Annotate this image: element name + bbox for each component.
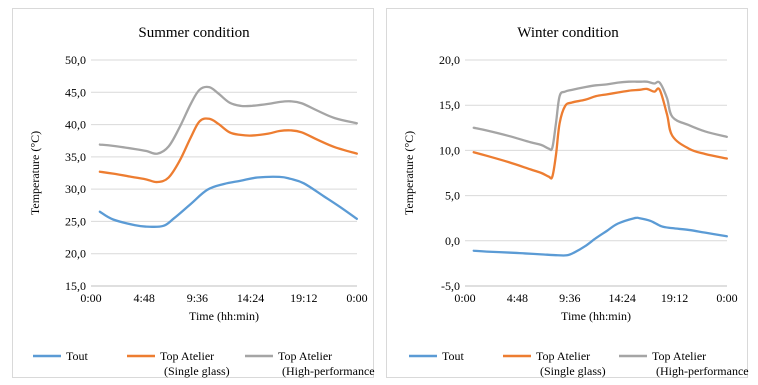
y-tick-label: 20,0 (439, 53, 460, 67)
y-tick-label: 0,0 (445, 234, 460, 248)
winter-chart-panel: Winter condition -5,0 0,0 5,0 10,0 15,0 20,0 0:… (386, 8, 749, 378)
legend-label-high: Top Atelier (652, 349, 706, 363)
y-tick-label: 50,0 (65, 53, 86, 67)
series-line-high (472, 80, 728, 152)
summer-chart-panel: Summer condition 15,0 20,0 25,0 30,0 35,0 40,0… (12, 8, 375, 378)
x-tick-label: 4:48 (507, 291, 528, 305)
winter-chart: Winter condition -5,0 0,0 5,0 10,0 15,0 20,0 0:… (402, 25, 749, 378)
x-tick-label: 0:00 (346, 291, 367, 305)
legend-label-single: Top Atelier (536, 349, 590, 363)
x-tick-label: 0:00 (716, 291, 737, 305)
legend-label-high: (High-performance) (282, 364, 375, 378)
y-tick-label: 15,0 (439, 98, 460, 112)
series-line-high (98, 85, 358, 155)
y-axis-label: Temperature (°C) (402, 131, 416, 215)
summer-chart: Summer condition 15,0 20,0 25,0 30,0 35,0 40,0… (28, 25, 375, 378)
y-tick-label: 25,0 (65, 214, 86, 228)
x-tick-label: 0:00 (454, 291, 475, 305)
y-axis-label: Temperature (°C) (28, 131, 42, 215)
series-line-single (472, 87, 728, 180)
x-tick-label: 19:12 (290, 291, 317, 305)
chart-title: Summer condition (138, 25, 250, 41)
legend-label-tout: Tout (442, 349, 464, 363)
x-axis-label: Time (hh:min) (561, 309, 631, 323)
legend-label-high: Top Atelier (278, 349, 332, 363)
y-tick-label: 45,0 (65, 85, 86, 99)
legend-label-high: (High-performance) (656, 364, 749, 378)
legend-label-single: (Single glass) (164, 364, 230, 378)
chart-title: Winter condition (517, 25, 619, 41)
series-line-tout (98, 175, 358, 229)
y-tick-label: 20,0 (65, 247, 86, 261)
x-tick-label: 4:48 (134, 291, 155, 305)
legend-label-single: Top Atelier (160, 349, 214, 363)
y-tick-label: 5,0 (445, 189, 460, 203)
y-tick-label: -5,0 (441, 279, 460, 293)
y-tick-label: 40,0 (65, 118, 86, 132)
x-tick-label: 19:12 (661, 291, 688, 305)
legend-label-tout: Tout (66, 349, 88, 363)
y-tick-label: 15,0 (65, 279, 86, 293)
x-axis-label: Time (hh:min) (189, 309, 259, 323)
series-line-tout (472, 216, 728, 257)
series-line-single (98, 117, 358, 184)
y-tick-label: 10,0 (439, 143, 460, 157)
y-tick-label: 30,0 (65, 182, 86, 196)
x-tick-label: 9:36 (559, 291, 580, 305)
x-tick-label: 9:36 (187, 291, 208, 305)
y-tick-label: 35,0 (65, 150, 86, 164)
x-tick-label: 14:24 (237, 291, 264, 305)
x-tick-label: 0:00 (80, 291, 101, 305)
legend-label-single: (Single glass) (540, 364, 606, 378)
x-tick-label: 14:24 (609, 291, 636, 305)
